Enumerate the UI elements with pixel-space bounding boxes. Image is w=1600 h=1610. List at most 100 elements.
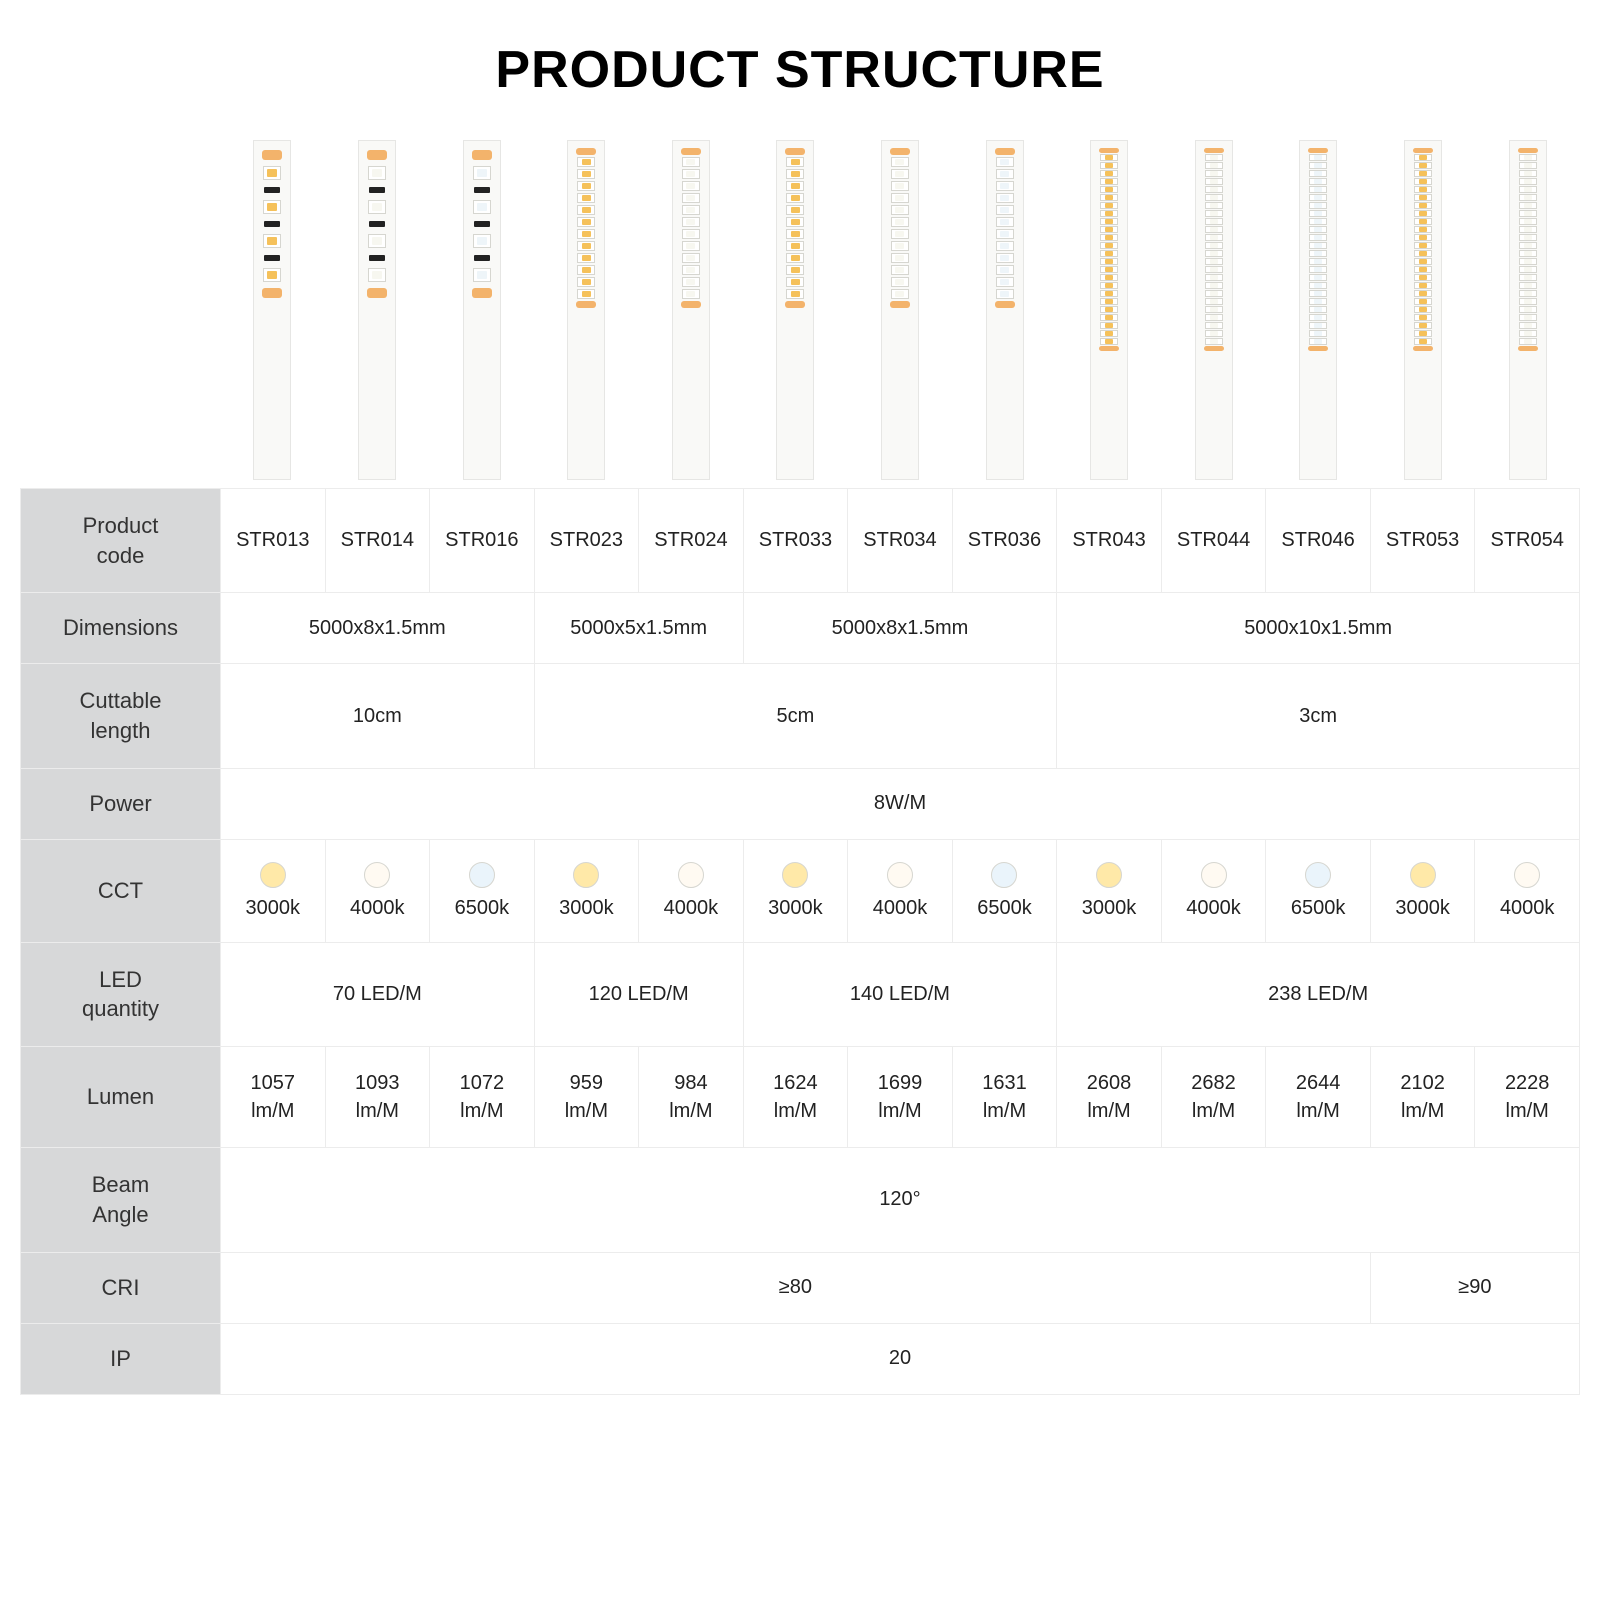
led-chip	[1414, 322, 1432, 329]
led-chip	[891, 289, 909, 299]
led-chip	[1205, 154, 1223, 161]
led-chip	[1309, 154, 1327, 161]
cell-lumen: 984lm/M	[639, 1047, 744, 1148]
led-chip	[1205, 338, 1223, 345]
row-ip: IP20	[21, 1323, 1580, 1394]
led-chip	[1309, 178, 1327, 185]
led-chip	[1309, 282, 1327, 289]
led-chip	[1100, 250, 1118, 257]
led-chip	[1309, 218, 1327, 225]
cell-cct: 3000k	[1370, 839, 1475, 942]
led-chip	[1205, 194, 1223, 201]
led-chip	[1100, 162, 1118, 169]
cct-swatch-icon	[991, 862, 1017, 888]
led-chip	[786, 193, 804, 203]
led-chip	[1414, 242, 1432, 249]
led-chip	[1309, 202, 1327, 209]
led-chip	[1414, 154, 1432, 161]
cell-dimensions: 5000x8x1.5mm	[221, 593, 535, 664]
led-chip	[996, 205, 1014, 215]
cell-led_qty: 238 LED/M	[1057, 942, 1580, 1046]
led-chip	[682, 265, 700, 275]
led-chip	[786, 241, 804, 251]
cell-dimensions: 5000x8x1.5mm	[743, 593, 1057, 664]
cct-value: 6500k	[959, 896, 1051, 920]
led-chip	[891, 205, 909, 215]
spec-table: ProductcodeSTR013STR014STR016STR023STR02…	[20, 488, 1580, 1395]
row-cct: CCT3000k4000k6500k3000k4000k3000k4000k65…	[21, 839, 1580, 942]
cell-lumen: 1624lm/M	[743, 1047, 848, 1148]
row-lumen: Lumen1057lm/M1093lm/M1072lm/M959lm/M984l…	[21, 1047, 1580, 1148]
led-strip	[1299, 140, 1337, 480]
led-strip	[986, 140, 1024, 480]
cell-lumen: 1093lm/M	[325, 1047, 430, 1148]
solder-pad	[1204, 148, 1224, 153]
led-chip	[577, 169, 595, 179]
led-chip	[1309, 210, 1327, 217]
cell-cct: 4000k	[639, 839, 744, 942]
led-chip	[577, 217, 595, 227]
led-chip	[1205, 186, 1223, 193]
led-chip	[1309, 322, 1327, 329]
led-chip	[1205, 250, 1223, 257]
solder-pad	[262, 150, 282, 160]
cell-ip: 20	[221, 1323, 1580, 1394]
led-chip	[996, 289, 1014, 299]
led-chip	[1519, 202, 1537, 209]
led-chip	[1205, 282, 1223, 289]
solder-pad	[785, 301, 805, 308]
led-chip	[1519, 250, 1537, 257]
cct-value: 4000k	[1168, 896, 1260, 920]
led-chip	[1100, 338, 1118, 345]
led-chip	[1100, 258, 1118, 265]
cell-cct: 6500k	[1266, 839, 1371, 942]
resistor	[369, 187, 385, 193]
led-chip	[1205, 218, 1223, 225]
cct-value: 6500k	[436, 896, 528, 920]
led-chip	[1414, 194, 1432, 201]
led-chip	[996, 169, 1014, 179]
led-chip	[891, 157, 909, 167]
cct-value: 3000k	[541, 896, 633, 920]
cct-value: 3000k	[227, 896, 319, 920]
solder-pad	[681, 301, 701, 308]
cell-lumen: 2682lm/M	[1161, 1047, 1266, 1148]
led-chip	[996, 193, 1014, 203]
led-chip	[1100, 186, 1118, 193]
led-chip	[996, 229, 1014, 239]
cell-dimensions: 5000x10x1.5mm	[1057, 593, 1580, 664]
led-chip	[1100, 218, 1118, 225]
row-label-dimensions: Dimensions	[21, 593, 221, 664]
led-chip	[1100, 282, 1118, 289]
led-chip	[996, 157, 1014, 167]
cell-product-code: STR054	[1475, 489, 1580, 593]
cell-cct: 4000k	[325, 839, 430, 942]
solder-pad	[995, 148, 1015, 155]
cell-lumen: 959lm/M	[534, 1047, 639, 1148]
led-chip	[1309, 298, 1327, 305]
led-chip	[891, 265, 909, 275]
resistor	[369, 255, 385, 261]
solder-pad	[1099, 148, 1119, 153]
cell-cuttable: 10cm	[221, 664, 535, 768]
cell-cct: 4000k	[1161, 839, 1266, 942]
led-chip	[473, 166, 491, 180]
led-chip	[1309, 290, 1327, 297]
led-chip	[682, 205, 700, 215]
led-chip	[786, 217, 804, 227]
cell-cct: 3000k	[743, 839, 848, 942]
led-chip	[1205, 330, 1223, 337]
led-chip	[1205, 242, 1223, 249]
led-chip	[1519, 266, 1537, 273]
led-strip-image	[220, 140, 325, 488]
resistor	[474, 221, 490, 227]
led-chip	[1309, 242, 1327, 249]
led-chip	[1100, 330, 1118, 337]
led-chip	[682, 157, 700, 167]
cell-power: 8W/M	[221, 768, 1580, 839]
led-chip	[682, 169, 700, 179]
solder-pad	[1413, 148, 1433, 153]
led-chip	[996, 241, 1014, 251]
led-chip	[682, 217, 700, 227]
row-label-power: Power	[21, 768, 221, 839]
